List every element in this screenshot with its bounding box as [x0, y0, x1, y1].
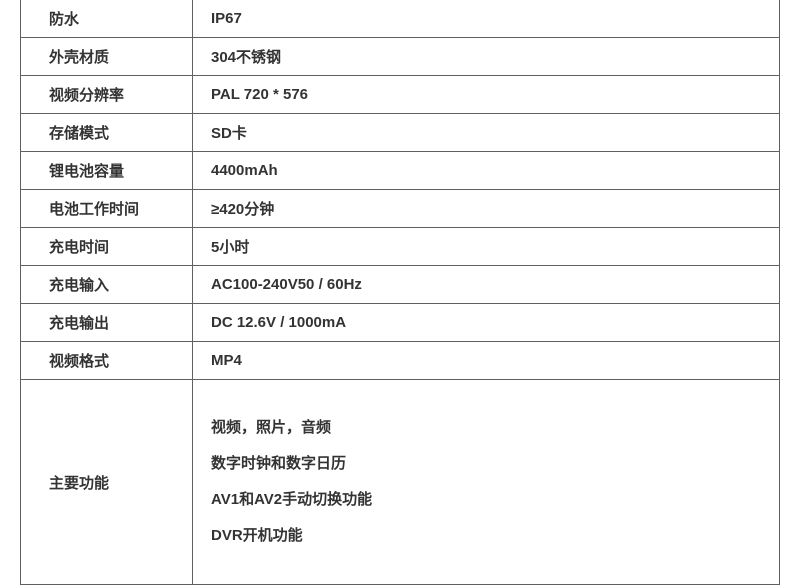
- spec-table: 防水 IP67 外壳材质 304不锈钢 视频分辨率 PAL 720 * 576 …: [20, 0, 780, 585]
- spec-label: 电池工作时间: [21, 190, 193, 228]
- spec-value: AC100-240V50 / 60Hz: [193, 266, 780, 304]
- table-row: 防水 IP67: [21, 0, 780, 38]
- spec-value: SD卡: [193, 114, 780, 152]
- spec-value: 4400mAh: [193, 152, 780, 190]
- table-row-features: 主要功能 视频，照片，音频 数字时钟和数字日历 AV1和AV2手动切换功能 DV…: [21, 380, 780, 585]
- feature-line: 视频，照片，音频: [211, 410, 779, 446]
- spec-value: ≥420分钟: [193, 190, 780, 228]
- spec-label: 存储模式: [21, 114, 193, 152]
- feature-line: DVR开机功能: [211, 518, 779, 554]
- feature-line: 数字时钟和数字日历: [211, 446, 779, 482]
- table-row: 充电输入 AC100-240V50 / 60Hz: [21, 266, 780, 304]
- table-row: 电池工作时间 ≥420分钟: [21, 190, 780, 228]
- spec-value: IP67: [193, 0, 780, 38]
- spec-label: 锂电池容量: [21, 152, 193, 190]
- features-list: 视频，照片，音频 数字时钟和数字日历 AV1和AV2手动切换功能 DVR开机功能: [211, 410, 779, 554]
- spec-label: 外壳材质: [21, 38, 193, 76]
- spec-label: 充电输出: [21, 304, 193, 342]
- spec-value: 304不锈钢: [193, 38, 780, 76]
- table-row: 充电输出 DC 12.6V / 1000mA: [21, 304, 780, 342]
- spec-value: 5小时: [193, 228, 780, 266]
- table-row: 视频分辨率 PAL 720 * 576: [21, 76, 780, 114]
- spec-label: 充电时间: [21, 228, 193, 266]
- spec-label-features: 主要功能: [21, 380, 193, 585]
- spec-label: 视频分辨率: [21, 76, 193, 114]
- table-row: 外壳材质 304不锈钢: [21, 38, 780, 76]
- spec-label: 视频格式: [21, 342, 193, 380]
- table-row: 充电时间 5小时: [21, 228, 780, 266]
- spec-value-features: 视频，照片，音频 数字时钟和数字日历 AV1和AV2手动切换功能 DVR开机功能: [193, 380, 780, 585]
- spec-value: PAL 720 * 576: [193, 76, 780, 114]
- spec-value: MP4: [193, 342, 780, 380]
- table-row: 锂电池容量 4400mAh: [21, 152, 780, 190]
- spec-label: 充电输入: [21, 266, 193, 304]
- feature-line: AV1和AV2手动切换功能: [211, 482, 779, 518]
- table-row: 存储模式 SD卡: [21, 114, 780, 152]
- spec-value: DC 12.6V / 1000mA: [193, 304, 780, 342]
- table-row: 视频格式 MP4: [21, 342, 780, 380]
- spec-label: 防水: [21, 0, 193, 38]
